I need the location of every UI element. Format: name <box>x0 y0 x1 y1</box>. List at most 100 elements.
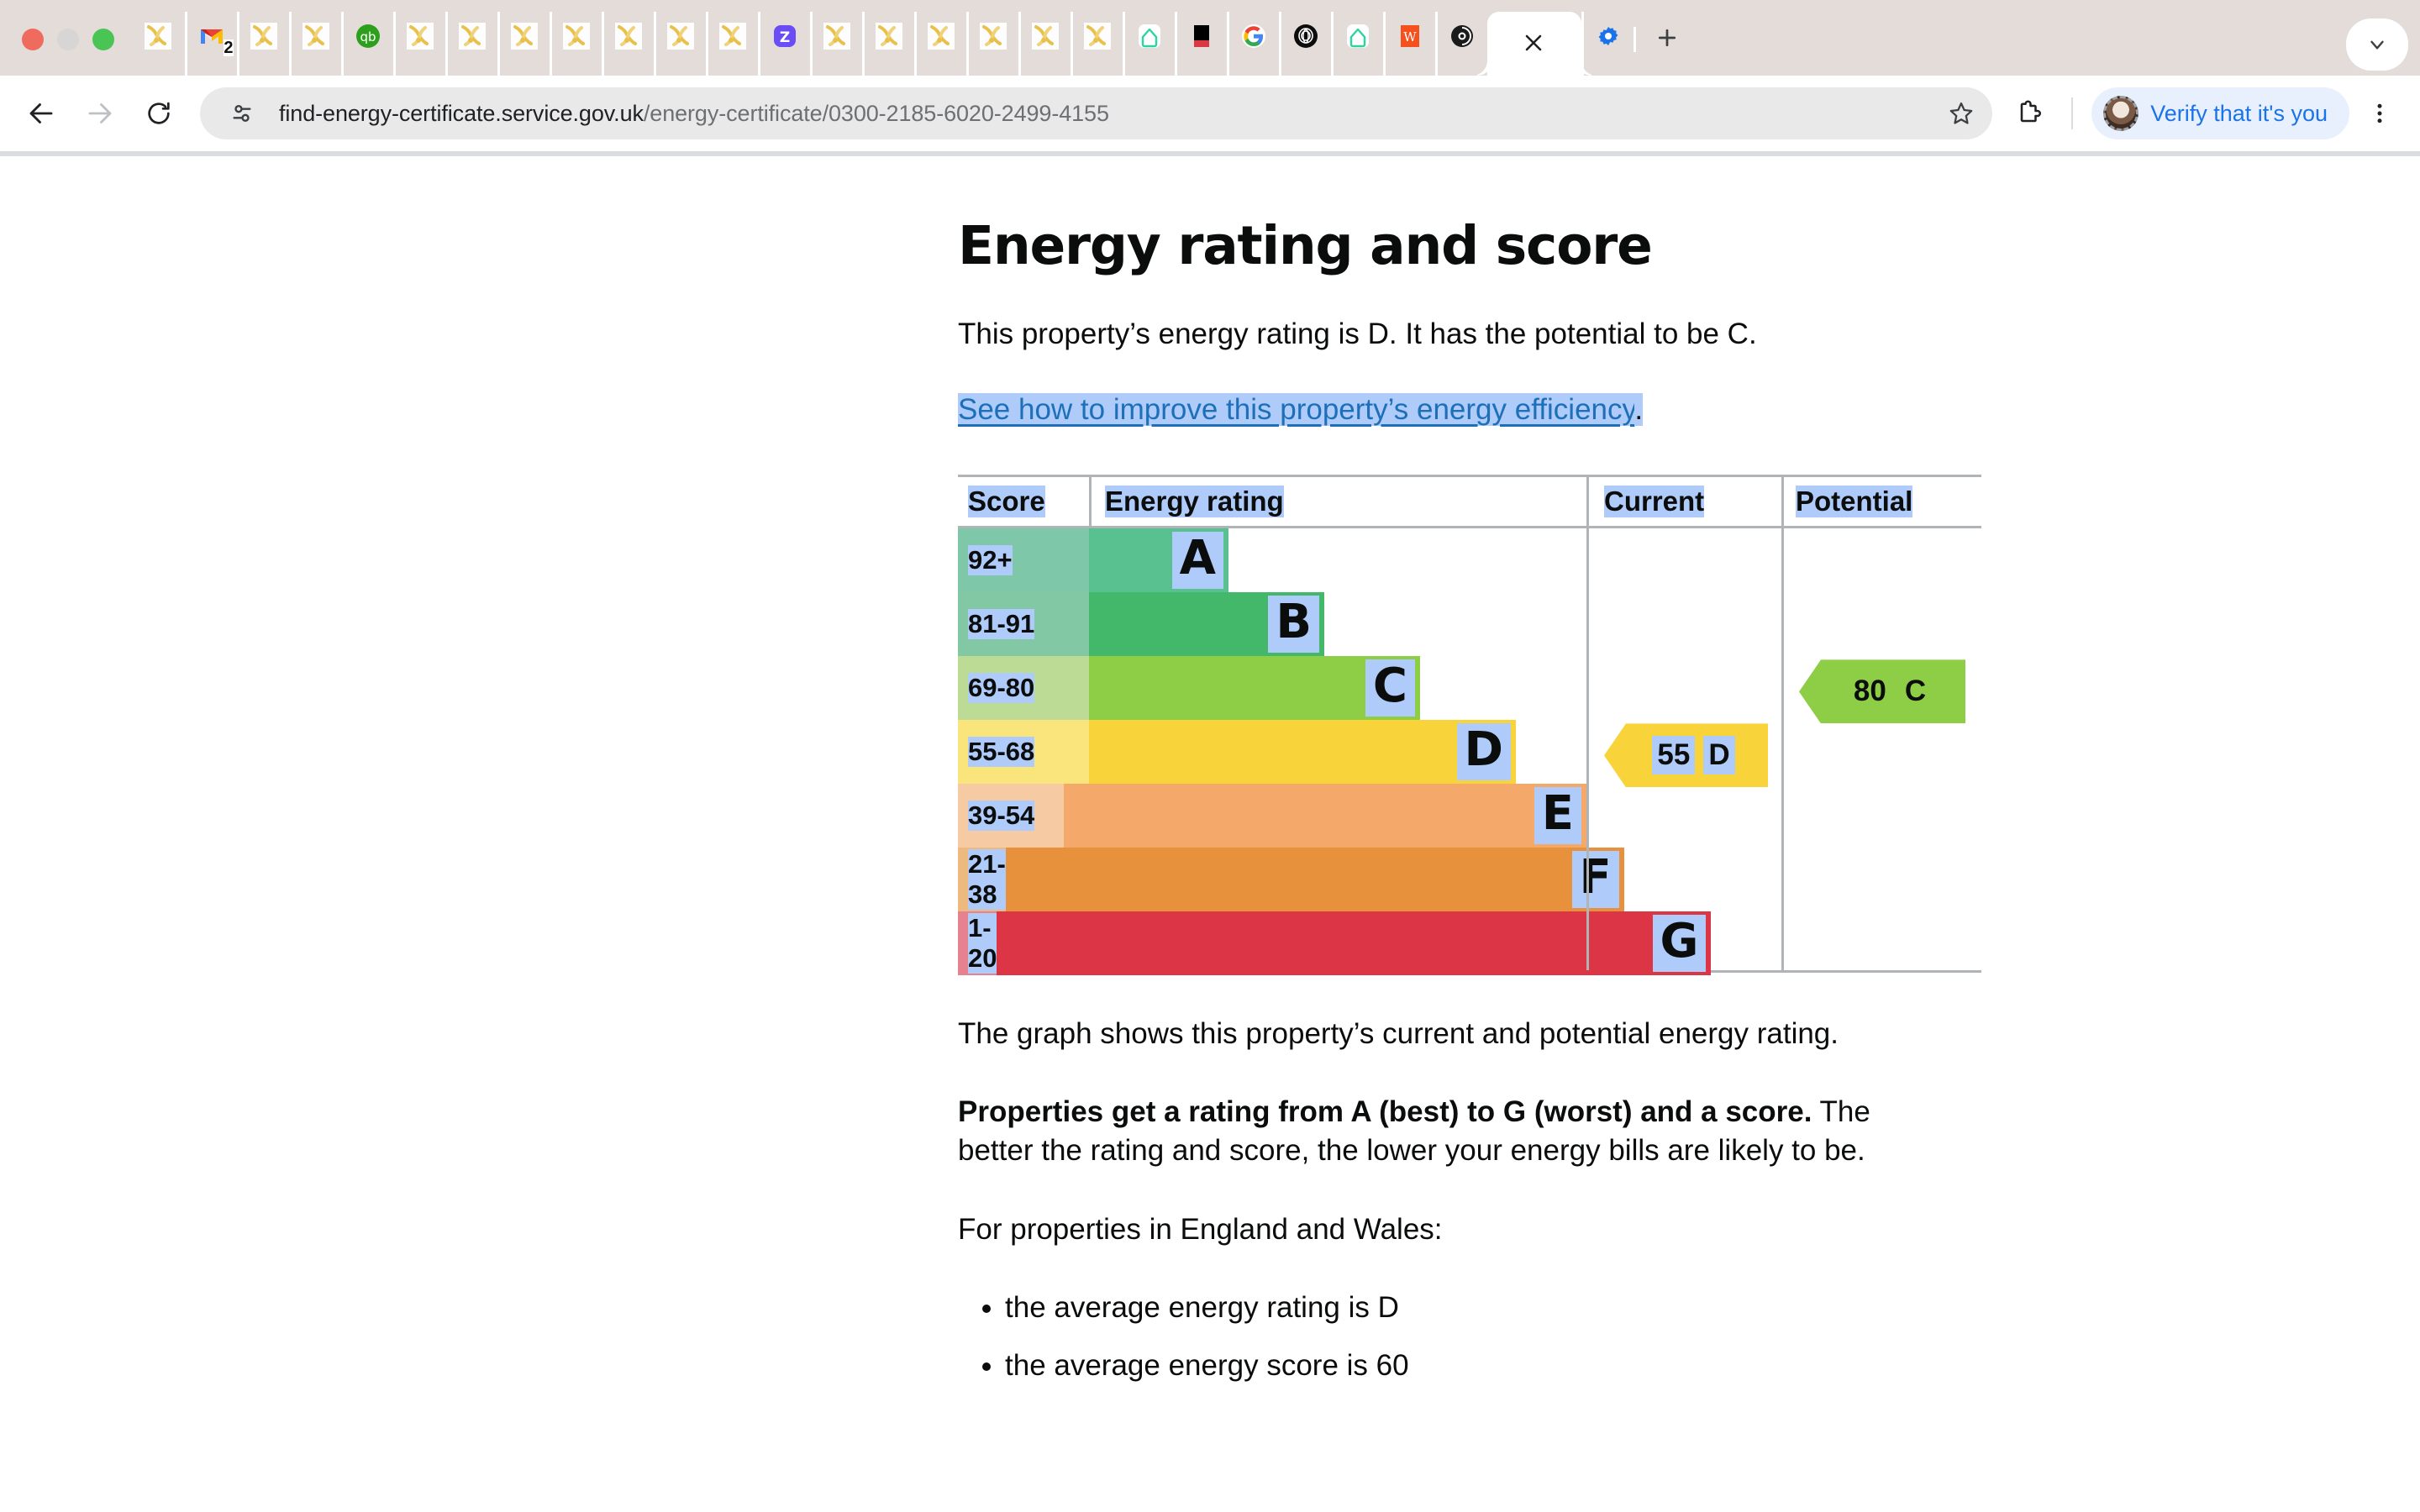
tab-12[interactable]: Z <box>758 12 810 76</box>
tab-10[interactable] <box>654 12 706 76</box>
tab-7[interactable] <box>497 12 550 76</box>
chevron-down-icon <box>2370 40 2384 50</box>
yellow-scribble-favicon <box>250 23 279 51</box>
band-bar-D: D <box>1089 720 1516 785</box>
window-controls <box>0 29 133 76</box>
region-intro: For properties in England and Wales: <box>958 1212 1443 1246</box>
tab-5[interactable] <box>393 12 445 76</box>
yellow-scribble-favicon <box>302 23 331 51</box>
close-window-button[interactable] <box>22 29 44 50</box>
tune-icon <box>233 105 251 122</box>
openai-favicon <box>1292 23 1321 51</box>
tab-13[interactable] <box>810 12 862 76</box>
tab-25[interactable] <box>1435 12 1487 76</box>
intro-paragraph: This property’s energy rating is D. It h… <box>958 318 1757 350</box>
rating-band-E: 39-54 E <box>958 784 1586 848</box>
chart-body: 92+ A 81-91 B 69-80 C 55-68 D 39-54 E 21-38 F 1-20 G … <box>958 526 1981 976</box>
tab-2[interactable] <box>237 12 289 76</box>
extensions-button[interactable] <box>2006 90 2053 137</box>
tab-list: 2 qb <box>133 0 2420 76</box>
tab-27[interactable] <box>1581 12 1634 76</box>
yellow-scribble-favicon <box>823 23 852 51</box>
address-bar[interactable]: find-energy-certificate.service.gov.uk/e… <box>200 87 1993 139</box>
tab-1[interactable]: 2 <box>185 12 237 76</box>
toolbar-divider <box>2071 97 2074 129</box>
tab-14[interactable] <box>862 12 914 76</box>
rating-band-G: 1-20 G <box>958 911 1712 976</box>
tab-21[interactable] <box>1227 12 1279 76</box>
list-item: the average energy score is 60 <box>1005 1346 2000 1385</box>
tab-search-button[interactable] <box>2346 18 2408 71</box>
page-viewport: Energy rating and score This property’s … <box>0 156 2420 1512</box>
tab-18[interactable] <box>1071 12 1123 76</box>
plus-icon <box>1658 29 1676 47</box>
potential-rating-column: 80 C <box>1781 528 1979 971</box>
tab-23[interactable] <box>1331 12 1383 76</box>
rating-explainer: Properties get a rating from A (best) to… <box>958 1093 1949 1170</box>
reload-button[interactable] <box>133 87 185 139</box>
tab-16[interactable] <box>966 12 1018 76</box>
score-range-D: 55-68 <box>958 720 1089 785</box>
new-tab-button[interactable] <box>1636 12 1698 76</box>
yellow-scribble-favicon <box>510 23 539 51</box>
column-header-energy-rating: Energy rating <box>1089 477 1586 527</box>
google-favicon <box>1240 23 1269 51</box>
back-button[interactable] <box>15 87 67 139</box>
url-text: find-energy-certificate.service.gov.uk/e… <box>279 101 1925 127</box>
tab-24[interactable]: W <box>1383 12 1435 76</box>
gmail-favicon: 2 <box>198 23 234 56</box>
band-letter-E: E <box>1534 787 1581 845</box>
puzzle-icon <box>2020 100 2042 123</box>
maximize-window-button[interactable] <box>92 29 114 50</box>
list-item: the average energy rating is D <box>1005 1288 2000 1327</box>
graph-caption: The graph shows this property’s current … <box>958 1017 1839 1051</box>
yellow-scribble-favicon <box>458 23 487 51</box>
rating-explainer-rest: The better the rating and score, the low… <box>958 1095 1870 1167</box>
tab-19[interactable] <box>1123 12 1175 76</box>
band-bar-wrap: A <box>1089 528 1586 593</box>
w-orange-favicon: W <box>1397 23 1425 51</box>
tab-3[interactable] <box>289 12 341 76</box>
rating-band-C: 69-80 C <box>958 656 1586 721</box>
svg-text:Z: Z <box>779 29 789 46</box>
url-path: /energy-certificate/0300-2185-6020-2499-… <box>643 100 1109 126</box>
score-range-label: 81-91 <box>968 609 1035 640</box>
tab-20[interactable] <box>1175 12 1227 76</box>
score-range-E: 39-54 <box>958 784 1064 848</box>
tab-4[interactable]: qb <box>341 12 393 76</box>
rating-band-A: 92+ A <box>958 528 1586 593</box>
improve-efficiency-link[interactable]: See how to improve this property’s energ… <box>958 393 1635 427</box>
verify-identity-button[interactable]: Verify that it's you <box>2091 87 2349 139</box>
tab-17[interactable] <box>1018 12 1071 76</box>
yellow-scribble-favicon <box>562 23 592 51</box>
current-rating-arrow-letter: D <box>1703 736 1735 775</box>
tab-11[interactable] <box>706 12 758 76</box>
band-letter-F: F <box>1571 851 1619 909</box>
yellow-scribble-favicon <box>406 23 435 51</box>
tab-0[interactable] <box>133 12 185 76</box>
site-settings-icon[interactable] <box>218 90 266 137</box>
zoom-favicon: Z <box>771 23 800 51</box>
band-bar-A: A <box>1089 528 1228 593</box>
tab-6[interactable] <box>445 12 497 76</box>
bookmark-button[interactable] <box>1939 91 1984 136</box>
avatar <box>2103 96 2139 131</box>
tab-9[interactable] <box>602 12 654 76</box>
tab-15[interactable] <box>914 12 966 76</box>
browser-menu-button[interactable] <box>2356 90 2403 137</box>
potential-rating-arrow: 80 C <box>1799 659 1965 724</box>
forward-button[interactable] <box>74 87 126 139</box>
yellow-scribble-favicon <box>666 23 696 51</box>
svg-text:W: W <box>1403 29 1417 45</box>
tab-8[interactable] <box>550 12 602 76</box>
potential-rating-arrow-score: 80 <box>1853 675 1886 708</box>
tab-divider <box>1634 27 1636 52</box>
score-range-label: 55-68 <box>968 737 1035 768</box>
minimize-window-button[interactable] <box>57 29 79 50</box>
score-range-label: 92+ <box>968 545 1013 576</box>
chart-header-row: Score Energy rating Current Potential <box>958 477 1981 527</box>
tab-22[interactable] <box>1279 12 1331 76</box>
star-icon <box>1949 102 1973 124</box>
active-tab[interactable] <box>1487 12 1581 76</box>
